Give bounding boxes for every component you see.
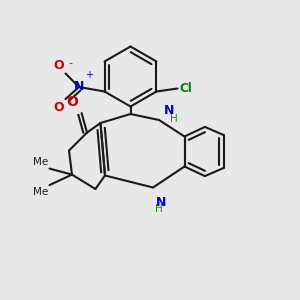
Text: O: O [67, 95, 79, 110]
Text: H: H [170, 114, 178, 124]
Text: +: + [85, 70, 93, 80]
Text: O: O [53, 101, 64, 114]
Text: Me: Me [33, 187, 48, 196]
Text: N: N [164, 104, 174, 117]
Text: O: O [53, 59, 64, 72]
Text: Cl: Cl [179, 82, 192, 95]
Text: Me: Me [33, 157, 48, 167]
Text: N: N [74, 80, 84, 94]
Text: -: - [68, 58, 73, 68]
Text: H: H [155, 204, 163, 214]
Text: N: N [155, 196, 166, 209]
